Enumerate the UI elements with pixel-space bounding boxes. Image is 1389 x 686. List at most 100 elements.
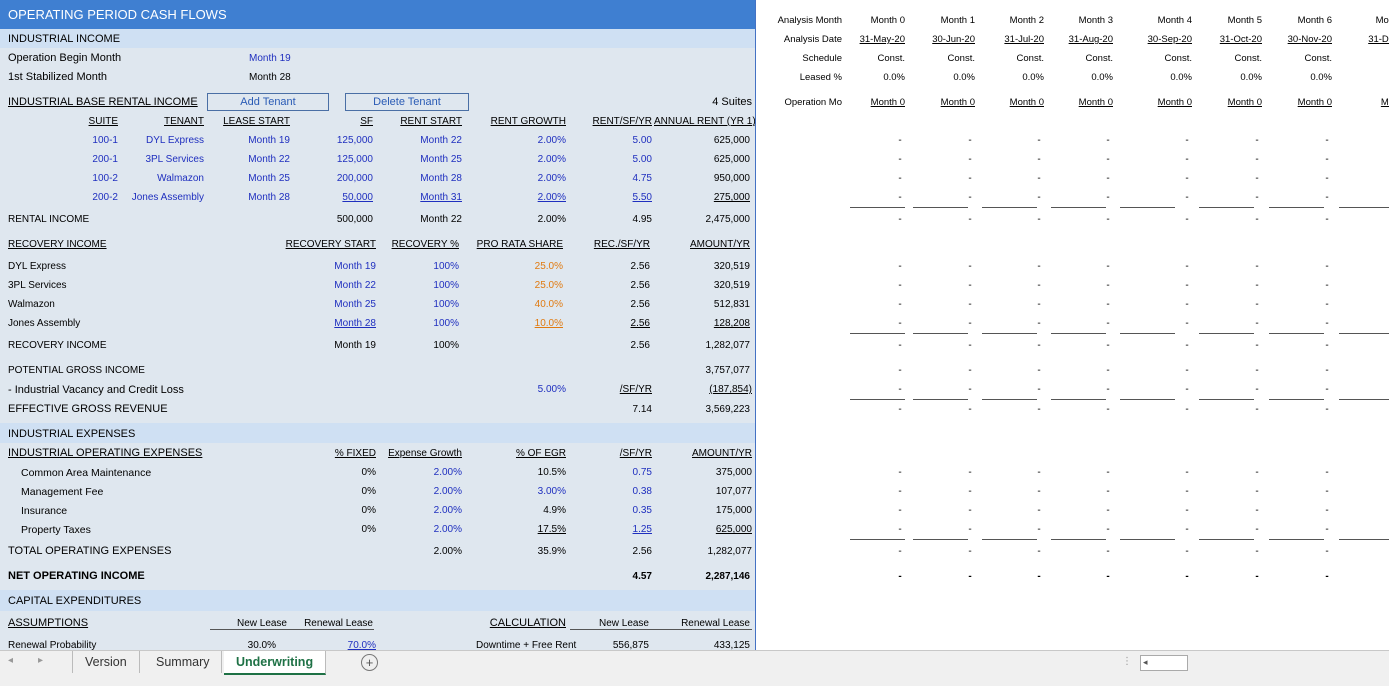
tab-version[interactable]: Version	[72, 651, 140, 673]
expense-cell[interactable]: 0.35	[632, 505, 652, 516]
tenant-cell[interactable]: Month 28	[248, 192, 290, 203]
tenant-cell[interactable]: 200-2	[92, 192, 118, 203]
horizontal-scrollbar[interactable]: ◂	[1140, 655, 1188, 671]
projection-dash: -	[1106, 173, 1110, 184]
tenant-cell[interactable]: Month 22	[420, 135, 462, 146]
tenant-cell[interactable]: 100-1	[92, 135, 118, 146]
recovery-cell[interactable]: 2.56	[630, 299, 650, 310]
renewal-renewal[interactable]: 70.0%	[347, 640, 376, 650]
tenant-cell[interactable]: Jones Assembly	[131, 192, 204, 203]
tenant-cell[interactable]: 50,000	[342, 192, 373, 203]
tenant-cell[interactable]: DYL Express	[146, 135, 204, 146]
projection-dash: -	[968, 135, 972, 146]
recovery-cell[interactable]: 100%	[433, 280, 459, 291]
projection-dash: -	[1106, 192, 1110, 203]
stabilized-value[interactable]: Month 28	[249, 72, 291, 83]
recovery-cell[interactable]: 320,519	[713, 280, 750, 291]
add-sheet-icon[interactable]: +	[361, 654, 378, 671]
recovery-cell[interactable]: 2.56	[630, 261, 650, 272]
tenant-cell[interactable]: 2.00%	[537, 135, 566, 146]
op-begin-value[interactable]: Month 19	[249, 53, 291, 64]
tab-underwriting[interactable]: Underwriting	[224, 651, 327, 675]
tenant-cell[interactable]: 3PL Services	[145, 154, 204, 165]
tenant-cell[interactable]: 275,000	[713, 192, 750, 203]
tenant-cell[interactable]: 625,000	[713, 135, 750, 146]
tenant-cell[interactable]: 2.00%	[537, 154, 566, 165]
expense-cell[interactable]: 0%	[361, 524, 376, 535]
tenant-cell[interactable]: Month 28	[420, 173, 462, 184]
expense-cell[interactable]: 0.38	[632, 486, 652, 497]
tenant-cell[interactable]: 5.00	[632, 154, 652, 165]
scroll-right-icon[interactable]: ▸	[38, 655, 44, 666]
recovery-cell[interactable]: 25.0%	[534, 280, 563, 291]
expense-cell[interactable]: 0%	[361, 505, 376, 516]
egr-value: 3,569,223	[705, 404, 751, 415]
tenant-cell[interactable]: Month 31	[420, 192, 462, 203]
projection-underline	[1269, 539, 1324, 540]
recovery-cell[interactable]: Month 22	[334, 280, 376, 291]
expense-cell[interactable]: 1.25	[632, 524, 652, 535]
expense-cell[interactable]: 2.00%	[433, 486, 462, 497]
expense-cell[interactable]: 0%	[361, 467, 376, 478]
tenant-cell[interactable]: Month 25	[420, 154, 462, 165]
recovery-cell[interactable]: Month 28	[334, 318, 376, 329]
tenant-cell[interactable]: 125,000	[336, 135, 373, 146]
tenant-cell[interactable]: 2.00%	[537, 173, 566, 184]
tenant-cell[interactable]: 5.50	[632, 192, 652, 203]
projection-cell: 0.0%	[1022, 72, 1044, 83]
recovery-cell[interactable]: 512,831	[713, 299, 750, 310]
vacancy-rate[interactable]: 5.00%	[537, 384, 566, 395]
expense-cell[interactable]: 0%	[361, 486, 376, 497]
projection-dash: -	[968, 214, 972, 225]
add-tenant-button[interactable]: Add Tenant	[207, 93, 329, 111]
expense-cell[interactable]: 0.75	[632, 467, 652, 478]
tenant-cell[interactable]: 200-1	[92, 154, 118, 165]
expense-cell[interactable]: 10.5%	[537, 467, 566, 478]
tenant-cell[interactable]: 125,000	[336, 154, 373, 165]
tenant-cell[interactable]: 625,000	[713, 154, 750, 165]
tenant-cell[interactable]: 100-2	[92, 173, 118, 184]
tenant-cell[interactable]: 2.00%	[537, 192, 566, 203]
tenant-cell[interactable]: 5.00	[632, 135, 652, 146]
expense-cell[interactable]: 175,000	[715, 505, 752, 516]
recovery-cell[interactable]: 100%	[433, 261, 459, 272]
projection-dash: -	[1185, 173, 1189, 184]
tenant-cell[interactable]: Month 25	[248, 173, 290, 184]
delete-tenant-button[interactable]: Delete Tenant	[345, 93, 469, 111]
split-handle-icon[interactable]: ⋮	[1122, 656, 1132, 667]
tab-summary[interactable]: Summary	[144, 651, 223, 673]
projection-underline	[1269, 333, 1324, 334]
expense-cell[interactable]: 2.00%	[433, 467, 462, 478]
recovery-cell[interactable]: 100%	[433, 299, 459, 310]
recovery-cell[interactable]: 25.0%	[534, 261, 563, 272]
tenant-cell[interactable]: Month 19	[248, 135, 290, 146]
scroll-left-icon[interactable]: ◂	[8, 655, 14, 666]
tenant-cell[interactable]: Month 22	[248, 154, 290, 165]
expense-cell[interactable]: 17.5%	[537, 524, 566, 535]
tenant-cell[interactable]: 950,000	[713, 173, 750, 184]
projection-underline	[1051, 539, 1106, 540]
scrollbar-left-arrow-icon[interactable]: ◂	[1143, 657, 1148, 667]
recovery-cell[interactable]: 2.56	[630, 318, 650, 329]
tenant-cell[interactable]: Walmazon	[157, 173, 204, 184]
expense-cell[interactable]: 2.00%	[433, 524, 462, 535]
expense-cell[interactable]: 3.00%	[537, 486, 566, 497]
recovery-cell[interactable]: 320,519	[713, 261, 750, 272]
expense-cell[interactable]: 2.00%	[433, 505, 462, 516]
projection-dash: -	[1106, 524, 1110, 535]
recovery-cell[interactable]: 40.0%	[534, 299, 563, 310]
tenant-cell[interactable]: 4.75	[632, 173, 652, 184]
expense-cell[interactable]: 4.9%	[543, 505, 566, 516]
tenant-cell[interactable]: 200,000	[336, 173, 373, 184]
recovery-cell[interactable]: Month 19	[334, 261, 376, 272]
recovery-cell[interactable]: 100%	[433, 318, 459, 329]
expense-cell[interactable]: 107,077	[715, 486, 752, 497]
projection-dash: -	[1037, 384, 1041, 395]
recovery-cell[interactable]: Month 25	[334, 299, 376, 310]
recovery-cell[interactable]: 10.0%	[534, 318, 563, 329]
expense-cell[interactable]: 625,000	[715, 524, 752, 535]
recovery-cell[interactable]: 2.56	[630, 280, 650, 291]
expense-cell[interactable]: 375,000	[715, 467, 752, 478]
recovery-cell[interactable]: 128,208	[713, 318, 750, 329]
projection-dash: -	[968, 299, 972, 310]
